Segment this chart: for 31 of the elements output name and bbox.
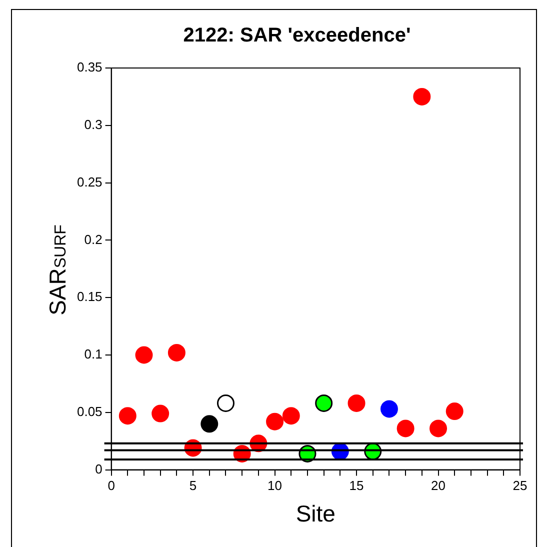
x-axis-title: Site: [296, 500, 336, 527]
point: [396, 420, 414, 438]
y-tick-label: 0.3: [84, 116, 102, 132]
point: [315, 394, 333, 412]
point: [446, 402, 464, 420]
y-tick-label: 0.25: [76, 174, 102, 190]
point: [380, 400, 398, 418]
point: [348, 394, 366, 412]
y-tick-label: 0.1: [84, 346, 102, 362]
x-tick-label: 25: [512, 478, 528, 494]
point: [135, 346, 153, 364]
point: [282, 407, 300, 425]
point: [216, 394, 234, 412]
point: [266, 412, 284, 430]
point: [413, 88, 431, 106]
x-tick-label: 10: [268, 478, 282, 494]
x-tick-label: 5: [189, 478, 197, 494]
y-tick-label: 0.15: [76, 289, 102, 304]
x-tick-label: 15: [349, 478, 364, 494]
x-tick-label: 20: [431, 478, 446, 494]
y-tick-label: 0.2: [84, 232, 102, 247]
y-tick-label: 0.35: [76, 60, 102, 75]
point: [168, 344, 186, 362]
chart-title: 2122: SAR 'exceedence': [183, 24, 411, 47]
point: [430, 420, 448, 438]
point: [200, 415, 218, 433]
point: [152, 404, 170, 422]
x-tick-label: 0: [108, 478, 115, 494]
point: [118, 407, 136, 425]
y-tick-label: 0: [95, 461, 102, 476]
y-tick-label: 0.05: [76, 404, 102, 419]
